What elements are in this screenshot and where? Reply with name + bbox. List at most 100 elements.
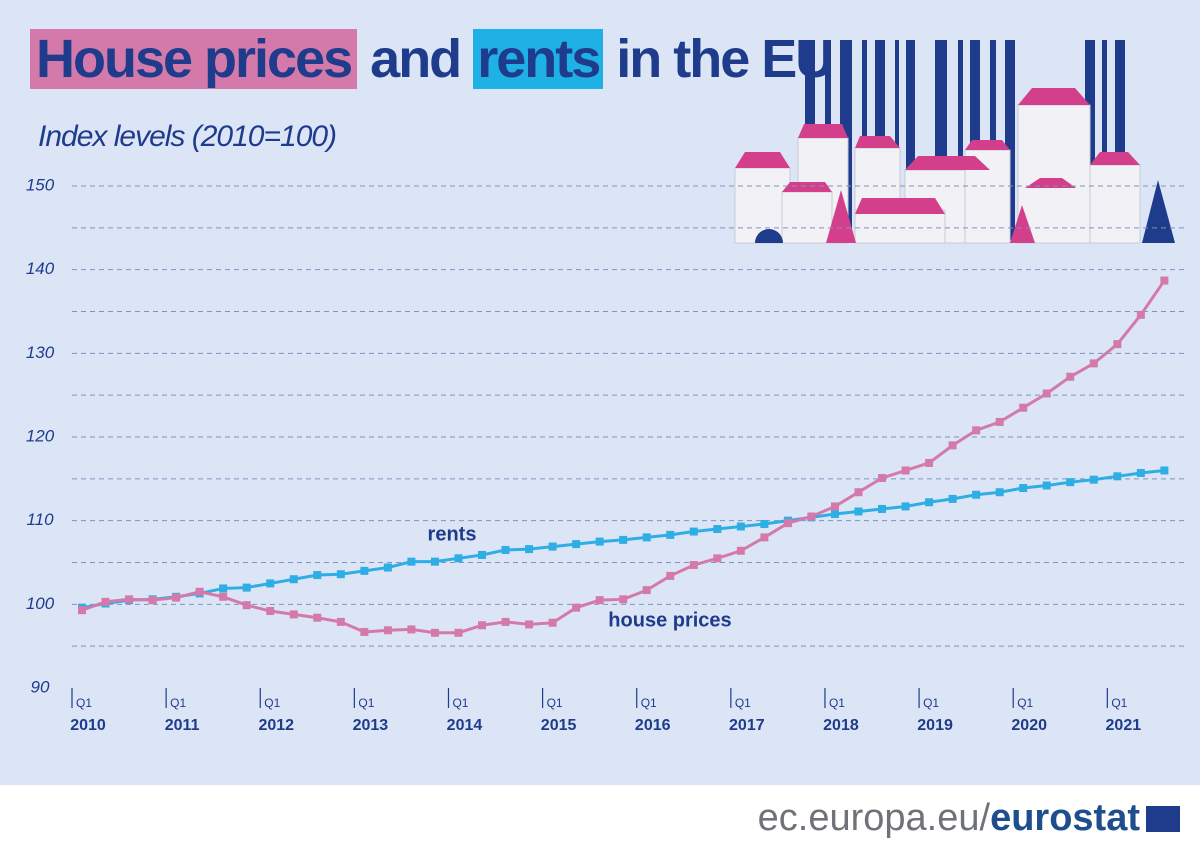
point — [1113, 472, 1122, 481]
point — [878, 473, 887, 482]
footer-brand: eurostat — [990, 797, 1140, 839]
x-tick-label: 2021 — [1106, 717, 1142, 734]
point — [595, 537, 604, 546]
title-part: and — [370, 29, 462, 89]
title-part: in the EU — [616, 29, 834, 89]
y-tick-label: 110 — [26, 510, 54, 529]
x-tick-label: 2012 — [258, 717, 294, 734]
point — [430, 628, 439, 637]
point — [901, 502, 910, 511]
background — [0, 0, 1200, 785]
point — [242, 583, 251, 592]
x-tick-label: 2020 — [1011, 717, 1047, 734]
point — [948, 494, 957, 503]
point — [501, 545, 510, 554]
point — [336, 617, 345, 626]
quarter-label: Q1 — [264, 696, 280, 710]
x-tick-label: 2019 — [917, 717, 953, 734]
y-tick-label: 120 — [26, 426, 55, 445]
series-label: rents — [428, 523, 477, 545]
point — [760, 520, 769, 529]
title-part: House prices — [30, 29, 358, 89]
y-tick-label: 130 — [26, 343, 55, 362]
point — [925, 498, 934, 507]
point — [360, 566, 369, 575]
point — [1066, 478, 1075, 487]
point — [689, 527, 698, 536]
point — [736, 546, 745, 555]
x-tick-label: 2010 — [70, 717, 106, 734]
point — [619, 595, 628, 604]
point — [78, 606, 86, 615]
point — [407, 625, 416, 634]
title: House prices and rents in the EU — [30, 28, 834, 90]
point — [1042, 389, 1051, 398]
point — [854, 507, 863, 516]
point — [1089, 475, 1098, 484]
series-label: house prices — [608, 609, 731, 631]
point — [689, 561, 698, 570]
chart: 90 100 110 120 130 140 150 Q1 2010 Q1 2011 Q1 2012 Q1… — [26, 40, 1185, 734]
x-tick-label: 2016 — [635, 717, 671, 734]
quarter-label: Q1 — [829, 696, 845, 710]
point — [313, 571, 322, 580]
point — [642, 533, 651, 542]
quarter-label: Q1 — [76, 696, 92, 710]
x-tick-label: 2014 — [447, 717, 483, 734]
quarter-label: Q1 — [923, 696, 939, 710]
point — [830, 509, 839, 518]
point — [1019, 403, 1028, 412]
x-tick-label: 2011 — [165, 717, 200, 734]
point — [125, 595, 134, 604]
point — [572, 540, 581, 549]
point — [995, 488, 1004, 497]
point — [289, 610, 298, 619]
quarter-label: Q1 — [641, 696, 657, 710]
point — [501, 617, 510, 626]
x-tick-label: 2013 — [353, 717, 389, 734]
point — [289, 575, 298, 584]
point — [478, 621, 487, 630]
point — [454, 628, 463, 637]
point — [360, 627, 369, 636]
point — [548, 542, 557, 551]
point — [430, 557, 439, 566]
point — [1042, 481, 1051, 490]
point — [195, 587, 204, 596]
point — [713, 554, 722, 563]
point — [313, 613, 322, 622]
point — [972, 490, 981, 499]
point — [1089, 359, 1098, 368]
point — [548, 618, 557, 627]
y-tick-label: 100 — [26, 594, 55, 613]
point — [242, 601, 251, 610]
y-tick-label: 140 — [26, 259, 55, 278]
point — [572, 603, 581, 612]
point — [1019, 484, 1028, 493]
point — [713, 525, 722, 534]
point — [266, 607, 275, 616]
point — [995, 417, 1004, 426]
quarter-label: Q1 — [358, 696, 374, 710]
point — [878, 504, 887, 513]
point — [101, 597, 110, 606]
point — [619, 535, 628, 544]
point — [736, 522, 745, 531]
point — [525, 620, 534, 629]
point — [854, 488, 863, 497]
point — [783, 519, 792, 528]
point — [383, 563, 392, 572]
point — [972, 426, 981, 435]
point — [925, 458, 934, 467]
y-tick-label: 90 — [31, 677, 50, 696]
point — [1113, 340, 1122, 349]
point — [172, 593, 181, 602]
eu-flag — [1146, 806, 1180, 832]
series-line — [81, 279, 1166, 635]
title-part: rents — [473, 29, 604, 89]
point — [219, 584, 228, 593]
illustration — [734, 40, 1175, 244]
quarter-label: Q1 — [1017, 696, 1033, 710]
quarter-label: Q1 — [735, 696, 751, 710]
